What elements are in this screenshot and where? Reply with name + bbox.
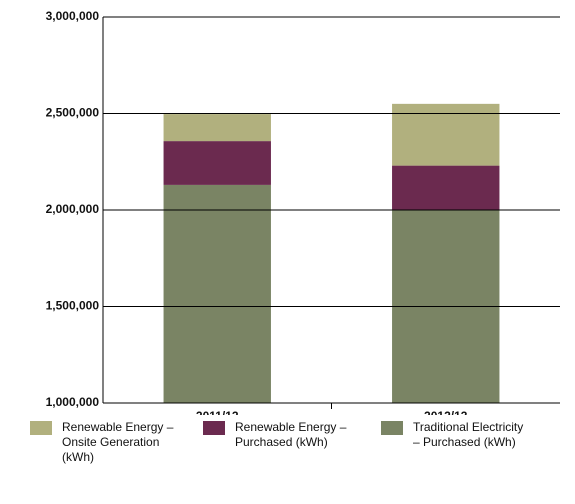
bar-segment (163, 114, 271, 142)
legend-swatch (381, 421, 403, 435)
legend-item: Renewable Energy – Onsite Generation (kW… (30, 420, 182, 465)
legend-label: Renewable Energy – Purchased (kWh) (235, 420, 347, 449)
legend-item: Traditional Electricity – Purchased (kWh… (381, 420, 533, 450)
legend-label: Traditional Electricity – Purchased (kWh… (413, 420, 524, 449)
bar-segment (163, 141, 271, 185)
bar-segment (163, 184, 271, 403)
legend-swatch (30, 421, 52, 435)
y-tick-label: 1,000,000 (46, 395, 100, 409)
y-tick-label: 2,500,000 (46, 106, 100, 120)
legend-item: Renewable Energy – Purchased (kWh) (203, 420, 355, 450)
y-tick-label: 3,000,000 (46, 9, 100, 23)
y-tick-label: 1,500,000 (46, 299, 100, 313)
chart: 2011/12 2012/13 1,000,000 1,500,000 2,000,00… (46, 9, 560, 415)
y-tick-label: 2,000,000 (46, 202, 100, 216)
bar-segment (392, 165, 500, 210)
x-tick-label: 2012/13 (424, 409, 468, 415)
bar-segment (392, 103, 500, 166)
x-tick-label: 2011/12 (196, 409, 239, 415)
legend-label: Renewable Energy – Onsite Generation (kW… (62, 420, 174, 464)
legend-swatch (203, 421, 225, 435)
